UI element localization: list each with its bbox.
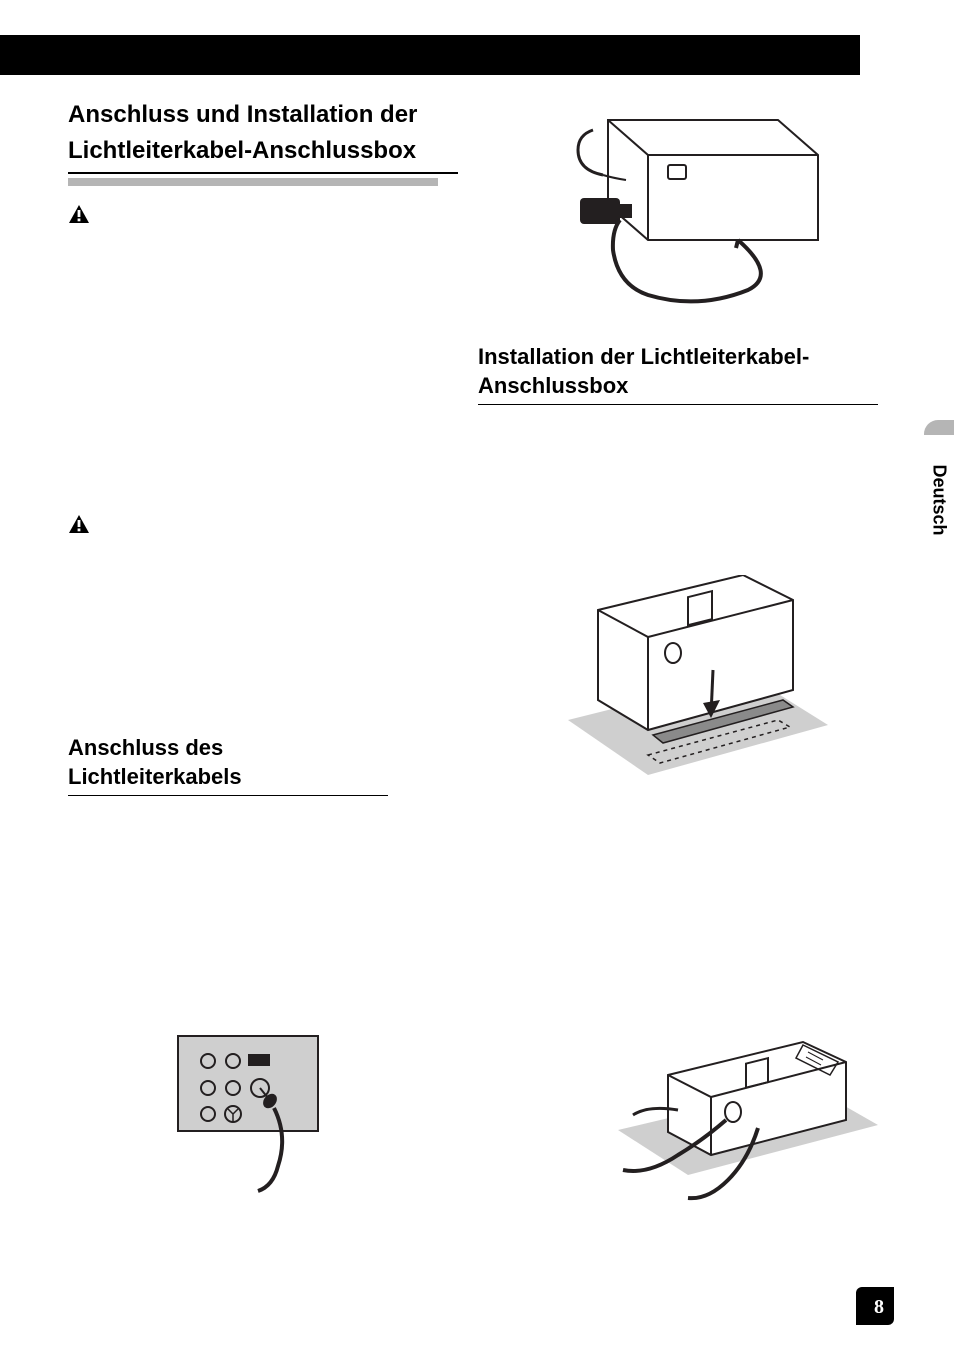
main-heading-line2: Lichtleiterkabel-Anschlussbox <box>68 136 458 166</box>
illustration-mounted-box <box>608 1020 878 1225</box>
illustration-velcro-mount <box>528 575 878 830</box>
heading-rule-gray <box>68 178 438 186</box>
language-tab-label: Deutsch <box>929 464 950 535</box>
warning-icon <box>68 514 458 534</box>
page-number: 8 <box>874 1296 884 1319</box>
illustration-box-cable <box>518 100 878 325</box>
right-heading-line1: Installation der Lichtleiterkabel- <box>478 344 809 369</box>
sub-heading-left: Anschluss des Lichtleiterkabels <box>68 734 388 796</box>
right-column: Installation der Lichtleiterkabel- Ansch… <box>478 100 878 1225</box>
right-heading: Installation der Lichtleiterkabel- Ansch… <box>478 343 878 405</box>
header-black-bar <box>0 35 860 75</box>
language-tab: Deutsch <box>924 435 954 565</box>
left-column: Anschluss und Installation der Lichtleit… <box>68 100 458 1201</box>
illustration-back-panel <box>148 1026 458 1201</box>
warning-icon <box>68 204 458 224</box>
right-heading-line2: Anschlussbox <box>478 373 628 398</box>
main-heading-line1: Anschluss und Installation der <box>68 100 458 130</box>
heading-rule-black <box>68 172 458 174</box>
page-content: Anschluss und Installation der Lichtleit… <box>68 100 886 1325</box>
